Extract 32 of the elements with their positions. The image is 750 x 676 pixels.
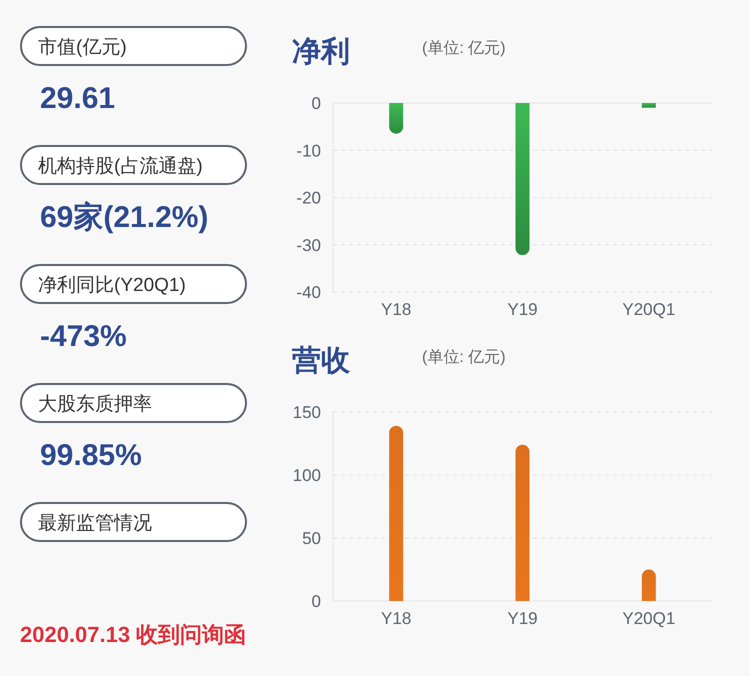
y-tick-label: -30 [296,236,321,255]
text: 最新监管情况 [38,512,152,534]
text: -473% [40,320,127,353]
y-tick-label: -20 [296,188,321,208]
text: 市值(亿元) [38,36,127,58]
text: 99.85% [40,439,142,472]
y-tick-label: 50 [302,529,321,548]
chart-title: 净利 [292,36,350,68]
x-tick-label: Y20Q1 [622,300,676,319]
y-tick-label: -40 [296,283,321,302]
bar [516,444,530,601]
chart-subtitle: (单位: 亿元) [422,39,506,57]
x-tick-label: Y18 [381,300,412,319]
y-tick-label: 0 [312,94,321,113]
chart-subtitle: (单位: 亿元) [422,348,506,366]
bar [389,426,404,601]
x-tick-label: Y19 [507,300,538,319]
x-tick-label: Y20Q1 [622,609,676,628]
text: 2020.07.13 收到问询函 [20,622,246,647]
text: 净利同比(Y20Q1) [38,275,186,296]
y-tick-label: 150 [292,403,321,422]
text: 大股东质押率 [38,393,152,415]
x-tick-label: Y18 [381,609,412,628]
bar [642,570,656,601]
text: 69家(21.2%) [40,200,208,234]
y-tick-label: -10 [296,141,321,160]
y-tick-label: 100 [292,466,321,485]
text: 机构持股(占流通盘) [38,155,203,177]
text: 29.61 [40,82,116,115]
y-tick-label: 0 [312,592,321,611]
x-tick-label: Y19 [507,609,538,628]
chart-title: 营收 [291,345,351,377]
